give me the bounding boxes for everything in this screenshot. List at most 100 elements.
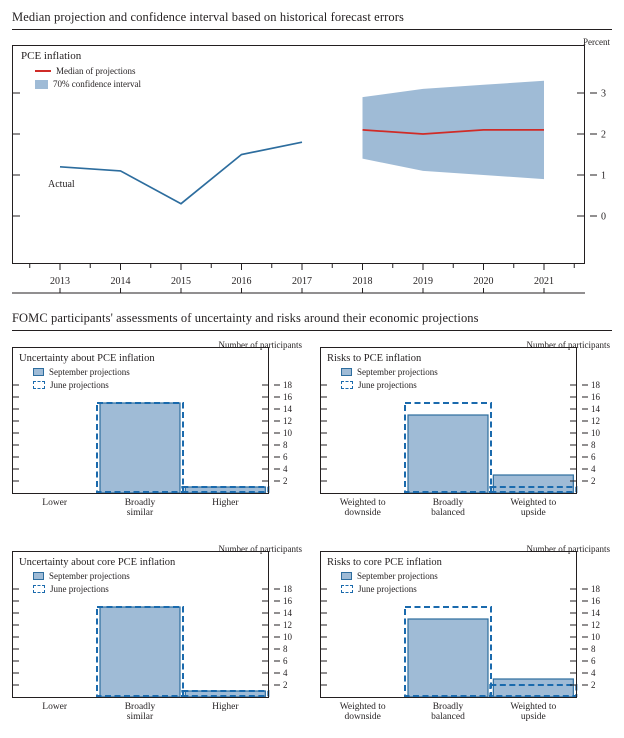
panel-unit-label: Number of participants [526, 340, 610, 350]
fan-chart-svg: 0 1 2 3 2013 2014 2015 2016 2017 2018 2019 2020 2021… [12, 45, 606, 294]
panel-unit-label: Number of participants [218, 340, 302, 350]
confidence-band-marker-icon [35, 79, 48, 89]
plot-frame [12, 347, 269, 494]
legend-item-june: June projections [341, 584, 442, 594]
y-axis-tick-label: 6 [591, 452, 596, 462]
september-bar [407, 618, 489, 698]
panels-section-title: FOMC participants' assessments of uncert… [12, 311, 479, 325]
confidence-band [362, 80, 544, 180]
category-label: downside [344, 712, 380, 722]
y-axis-tick-label: 6 [591, 656, 596, 666]
june-outline [96, 606, 184, 697]
september-bar [99, 402, 181, 494]
fan-chart: 0 1 2 3 2013 2014 2015 2016 2017 2018 2019 2020 2021… [12, 45, 612, 295]
legend-item-band: 70% confidence interval [35, 79, 141, 89]
y-axis-tick-label: 2 [591, 680, 596, 690]
y-axis-tick-label: 16 [283, 596, 293, 606]
y-axis-tick-label: 12 [283, 620, 292, 630]
fan-series-heading: PCE inflation [21, 50, 82, 62]
y-axis-tick-label: 4 [591, 464, 596, 474]
fan-unit-row: Percent [12, 32, 612, 47]
legend-label-june: June projections [50, 584, 109, 594]
category-label: Broadly [125, 498, 156, 508]
y-axis-tick-label: 2 [601, 130, 606, 141]
june-dashed-marker-icon [341, 381, 353, 389]
x-axis-year-label: 2015 [171, 276, 191, 287]
legend-item-june: June projections [341, 380, 438, 390]
x-axis-year-label: 2020 [474, 276, 494, 287]
panel-overlay: Uncertainty about PCE inflation Septembe… [19, 353, 155, 390]
category-label: Weighted to [340, 498, 386, 508]
y-axis-tick-label: 18 [283, 380, 293, 390]
y-axis-tick-label: 10 [591, 632, 601, 642]
category-label: Weighted to [340, 702, 386, 712]
category-label: Weighted to [510, 498, 556, 508]
plot-frame [320, 347, 577, 494]
category-label: similar [127, 712, 154, 722]
panel-legend: September projections June projections [327, 571, 442, 594]
legend-label-median: Median of projections [56, 66, 136, 76]
y-axis-tick-label: 8 [283, 644, 288, 654]
actual-line [59, 141, 303, 205]
category-label: Lower [42, 702, 68, 712]
category-label: Higher [212, 702, 239, 712]
september-bar-marker-icon [33, 572, 44, 580]
y-axis-tick-label: 4 [283, 668, 288, 678]
september-bar-marker-icon [33, 368, 44, 376]
y-axis-tick-label: 8 [591, 440, 596, 450]
september-bar-marker-icon [341, 368, 352, 376]
x-axis-year-label: 2016 [232, 276, 252, 287]
panels-grid: Number of participants 2 4 6 8 10 12 14 16 18 Low… [12, 333, 612, 729]
june-outline [96, 402, 184, 493]
y-axis-tick-label: 1 [601, 171, 606, 182]
panel-legend: September projections June projections [327, 367, 438, 390]
plot-frame [320, 551, 577, 698]
legend-item-june: June projections [33, 380, 155, 390]
fan-unit-label: Percent [583, 37, 610, 47]
panel-uncertainty-core-pce-inflation: Number of participants 2 4 6 8 10 12 14 16 18 Low… [12, 537, 304, 729]
y-axis-tick-label: 10 [591, 428, 601, 438]
category-label: Broadly [433, 498, 464, 508]
y-axis-tick-label: 16 [591, 596, 601, 606]
panel-box: 2 4 6 8 10 12 14 16 18 Weighted to downside Broadly… [320, 347, 612, 525]
panel-unit-row: Number of participants [12, 539, 304, 554]
category-label: upside [521, 712, 546, 722]
june-outline [404, 606, 492, 697]
y-axis-tick-label: 2 [283, 680, 288, 690]
y-axis-tick-label: 6 [283, 656, 288, 666]
panel-overlay: Uncertainty about core PCE inflation Sep… [19, 557, 175, 594]
panel-title: Uncertainty about PCE inflation [19, 353, 155, 364]
panel-risks-core-pce-inflation: Number of participants 2 4 6 8 10 12 14 16 18 Wei… [320, 537, 612, 729]
legend-item-september: September projections [341, 367, 438, 377]
legend-label-september: September projections [49, 571, 130, 581]
fan-chart-header: Median projection and confidence interva… [12, 10, 612, 30]
panel-overlay: Risks to core PCE inflation September pr… [327, 557, 442, 594]
september-bar [99, 606, 181, 698]
legend-label-september: September projections [357, 571, 438, 581]
legend-label-september: September projections [49, 367, 130, 377]
panel-uncertainty-pce-inflation: Number of participants 2 4 6 8 10 12 14 16 18 Low… [12, 333, 304, 525]
category-label: balanced [431, 508, 465, 518]
panel-title: Risks to PCE inflation [327, 353, 422, 364]
panel-unit-row: Number of participants [320, 539, 612, 554]
y-axis-tick-label: 14 [283, 608, 293, 618]
panel-unit-row: Number of participants [12, 335, 304, 350]
y-axis-tick-label: 8 [591, 644, 596, 654]
panel-risks-pce-inflation: Number of participants 2 4 6 8 10 12 14 16 18 Wei… [320, 333, 612, 525]
legend-item-median: Median of projections [35, 66, 141, 76]
june-outline [404, 402, 492, 493]
y-axis-tick-label: 14 [591, 404, 601, 414]
legend-item-september: September projections [33, 367, 155, 377]
panel-box: 2 4 6 8 10 12 14 16 18 Weighted to downside Broadly… [320, 551, 612, 729]
legend-item-september: September projections [341, 571, 442, 581]
legend-label-june: June projections [358, 584, 417, 594]
legend-label-june: June projections [50, 380, 109, 390]
y-axis-tick-label: 2 [283, 476, 288, 486]
fan-legend: Median of projections 70% confidence int… [21, 66, 141, 89]
y-axis-tick-label: 6 [283, 452, 288, 462]
y-axis-tick-label: 2 [591, 476, 596, 486]
y-axis-tick-label: 16 [591, 392, 601, 402]
y-axis-tick-label: 12 [591, 416, 600, 426]
category-label: Broadly [433, 702, 464, 712]
